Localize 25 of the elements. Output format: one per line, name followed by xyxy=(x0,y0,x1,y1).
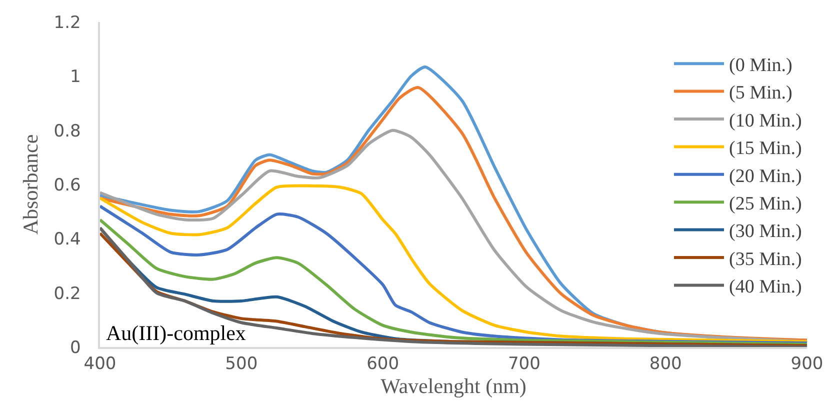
y-tick-label: 0.4 xyxy=(54,230,81,250)
legend-label: (35 Min.) xyxy=(729,248,802,270)
y-tick-label: 0.8 xyxy=(54,121,81,142)
y-tick-label: 1.2 xyxy=(54,12,81,33)
legend-label: (25 Min.) xyxy=(729,194,802,215)
y-tick-label: 0 xyxy=(70,338,81,358)
x-tick-label: 700 xyxy=(508,354,540,374)
legend-label: (40 Min.) xyxy=(729,276,802,298)
legend-label: (20 Min.) xyxy=(729,166,802,187)
x-axis-title: Wavelenght (nm) xyxy=(380,374,526,398)
legend-label: (15 Min.) xyxy=(729,138,802,160)
x-tick-label: 500 xyxy=(225,354,258,374)
x-tick-label: 800 xyxy=(649,354,682,374)
legend-label: (0 Min.) xyxy=(729,55,792,76)
y-axis-title: Absorbance xyxy=(18,134,42,235)
x-tick-label: 900 xyxy=(790,354,824,374)
x-tick-label: 600 xyxy=(366,354,400,374)
y-tick-label: 1 xyxy=(70,67,81,88)
legend-label: (30 Min.) xyxy=(729,221,802,242)
x-tick-label: 400 xyxy=(84,354,116,374)
legend-label: (5 Min.) xyxy=(729,82,792,104)
y-tick-label: 0.2 xyxy=(54,284,81,304)
legend-label: (10 Min.) xyxy=(729,110,802,132)
annotation: Au(III)-complex xyxy=(106,321,246,345)
y-tick-label: 0.6 xyxy=(54,175,81,196)
